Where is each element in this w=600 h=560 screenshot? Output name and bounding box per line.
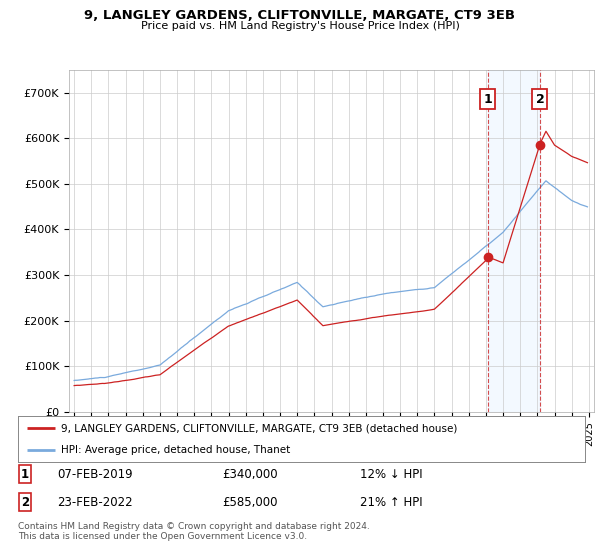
Text: £585,000: £585,000 — [222, 496, 277, 508]
Text: 12% ↓ HPI: 12% ↓ HPI — [360, 468, 422, 480]
Text: 9, LANGLEY GARDENS, CLIFTONVILLE, MARGATE, CT9 3EB (detached house): 9, LANGLEY GARDENS, CLIFTONVILLE, MARGAT… — [61, 423, 457, 433]
Text: 2: 2 — [536, 92, 544, 105]
Text: 2: 2 — [21, 496, 29, 508]
Bar — [488, 70, 540, 412]
Text: Contains HM Land Registry data © Crown copyright and database right 2024.
This d: Contains HM Land Registry data © Crown c… — [18, 522, 370, 542]
Text: 1: 1 — [483, 92, 492, 105]
Text: 1: 1 — [21, 468, 29, 480]
Text: 21% ↑ HPI: 21% ↑ HPI — [360, 496, 422, 508]
Text: 9, LANGLEY GARDENS, CLIFTONVILLE, MARGATE, CT9 3EB: 9, LANGLEY GARDENS, CLIFTONVILLE, MARGAT… — [85, 9, 515, 22]
Text: 07-FEB-2019: 07-FEB-2019 — [57, 468, 133, 480]
Text: 23-FEB-2022: 23-FEB-2022 — [57, 496, 133, 508]
Text: Price paid vs. HM Land Registry's House Price Index (HPI): Price paid vs. HM Land Registry's House … — [140, 21, 460, 31]
Text: £340,000: £340,000 — [222, 468, 278, 480]
Text: HPI: Average price, detached house, Thanet: HPI: Average price, detached house, Than… — [61, 445, 290, 455]
